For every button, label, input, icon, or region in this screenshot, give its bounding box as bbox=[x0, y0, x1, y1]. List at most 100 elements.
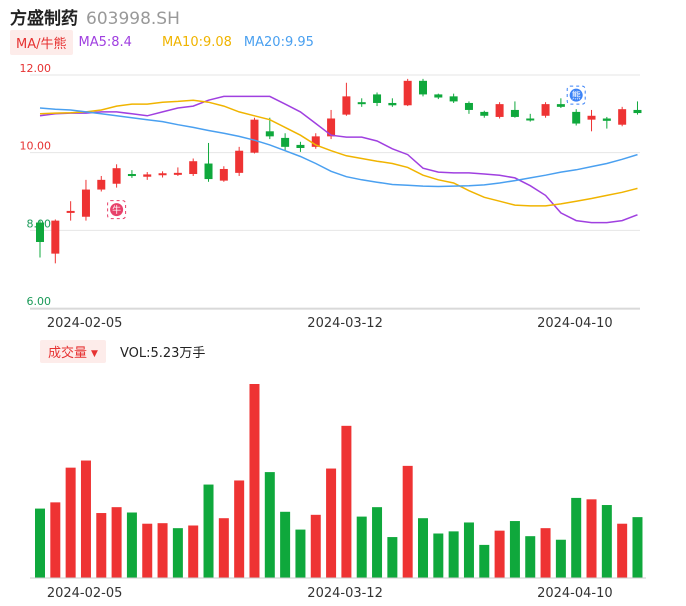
volume-x-axis: 2024-02-05 2024-03-12 2024-04-10 bbox=[47, 586, 613, 601]
volume-bar bbox=[326, 468, 337, 578]
candle-body bbox=[66, 210, 75, 213]
candle-body bbox=[158, 173, 167, 176]
candle-body bbox=[464, 102, 473, 110]
candle-body bbox=[510, 109, 519, 117]
volume-bar bbox=[188, 525, 199, 578]
volume-bar bbox=[387, 537, 398, 578]
ma10-legend: MA10:9.08 bbox=[161, 34, 232, 50]
candle-body bbox=[618, 109, 627, 125]
marker-dot bbox=[110, 203, 124, 217]
candle bbox=[311, 133, 320, 149]
candle-body bbox=[480, 111, 489, 116]
candle-body bbox=[219, 168, 228, 181]
candle-body bbox=[112, 168, 121, 184]
candle-body bbox=[633, 109, 642, 114]
candle bbox=[602, 116, 611, 129]
volume-bar bbox=[418, 518, 428, 578]
candle-body bbox=[204, 163, 213, 180]
candle-body bbox=[265, 131, 274, 137]
candle-body bbox=[357, 102, 366, 105]
candle-body bbox=[173, 172, 182, 175]
candle-body bbox=[373, 94, 382, 103]
candle bbox=[204, 142, 213, 182]
candle-body bbox=[36, 222, 44, 242]
stock-code: 603998.SH bbox=[86, 9, 180, 29]
candle bbox=[480, 110, 489, 118]
candle-body bbox=[235, 150, 244, 173]
candle bbox=[296, 141, 305, 152]
volume-bar bbox=[203, 484, 214, 578]
candle bbox=[143, 172, 152, 180]
marker-label: 熊 bbox=[572, 90, 581, 102]
candle bbox=[219, 166, 228, 182]
ma-legend: MA/牛熊 MA5:8.4 MA10:9.08 MA20:9.95 bbox=[10, 29, 314, 55]
candle bbox=[342, 82, 351, 116]
volume-bar bbox=[96, 513, 107, 578]
candle-body bbox=[296, 144, 305, 149]
x-tick-label: 2024-04-10 bbox=[537, 586, 613, 601]
candle-body bbox=[189, 161, 198, 175]
candle-body bbox=[97, 179, 106, 190]
volume-bar bbox=[632, 517, 643, 578]
volume-bar bbox=[80, 460, 91, 578]
candle bbox=[434, 93, 443, 100]
price-candles bbox=[36, 78, 642, 264]
volume-bar bbox=[341, 425, 352, 578]
volume-bar bbox=[571, 497, 582, 578]
volume-bar bbox=[540, 528, 551, 578]
volume-bar bbox=[463, 522, 474, 578]
candle bbox=[633, 101, 642, 115]
volume-bar bbox=[433, 533, 444, 578]
volume-bar bbox=[555, 539, 566, 578]
candle-body bbox=[143, 174, 152, 177]
volume-bar bbox=[617, 523, 628, 578]
price-x-axis: 2024-02-05 2024-03-12 2024-04-10 bbox=[47, 316, 613, 331]
candle-body bbox=[388, 102, 397, 106]
candle bbox=[526, 113, 535, 122]
volume-bar bbox=[264, 472, 275, 578]
candle bbox=[327, 109, 336, 140]
candle bbox=[265, 117, 274, 140]
x-tick-label: 2024-03-12 bbox=[307, 586, 383, 601]
volume-bar bbox=[448, 531, 459, 578]
volume-bar bbox=[249, 384, 260, 578]
candle-body bbox=[127, 174, 136, 177]
volume-bar bbox=[157, 523, 168, 578]
volume-bar bbox=[601, 505, 612, 578]
volume-value: VOL:5.23万手 bbox=[119, 345, 206, 361]
candle-body bbox=[419, 80, 427, 95]
stock-header: 方盛制药 603998.SH bbox=[10, 4, 180, 29]
candle-body bbox=[342, 96, 351, 115]
volume-bar bbox=[356, 516, 367, 578]
volume-bar bbox=[295, 529, 306, 578]
candle bbox=[112, 164, 121, 188]
ma-type-selector[interactable]: MA/牛熊 bbox=[10, 29, 73, 55]
candle-body bbox=[51, 220, 60, 254]
y-tick-label: 6.00 bbox=[27, 295, 52, 308]
candle bbox=[510, 101, 519, 118]
candle-body bbox=[556, 104, 565, 107]
candle bbox=[587, 109, 596, 132]
candle bbox=[357, 98, 366, 107]
candle bbox=[81, 179, 90, 221]
volume-bar bbox=[479, 544, 490, 578]
candle-body bbox=[526, 118, 535, 121]
candle bbox=[556, 98, 565, 109]
volume-bar bbox=[372, 507, 383, 578]
volume-bar bbox=[310, 514, 321, 578]
candle bbox=[173, 167, 182, 176]
candle bbox=[158, 171, 167, 178]
candle-body bbox=[327, 118, 336, 137]
candle bbox=[495, 102, 504, 119]
volume-legend: 成交量 ▼ VOL:5.23万手 bbox=[40, 339, 206, 363]
candle-body bbox=[403, 80, 412, 106]
volume-bar bbox=[126, 512, 137, 578]
candle bbox=[388, 98, 397, 107]
volume-type-selector[interactable]: 成交量 ▼ bbox=[40, 339, 106, 363]
ma20-line bbox=[39, 107, 638, 188]
candle bbox=[127, 170, 136, 178]
ma5-line bbox=[39, 95, 638, 224]
candle bbox=[235, 146, 244, 176]
candle bbox=[97, 175, 106, 192]
